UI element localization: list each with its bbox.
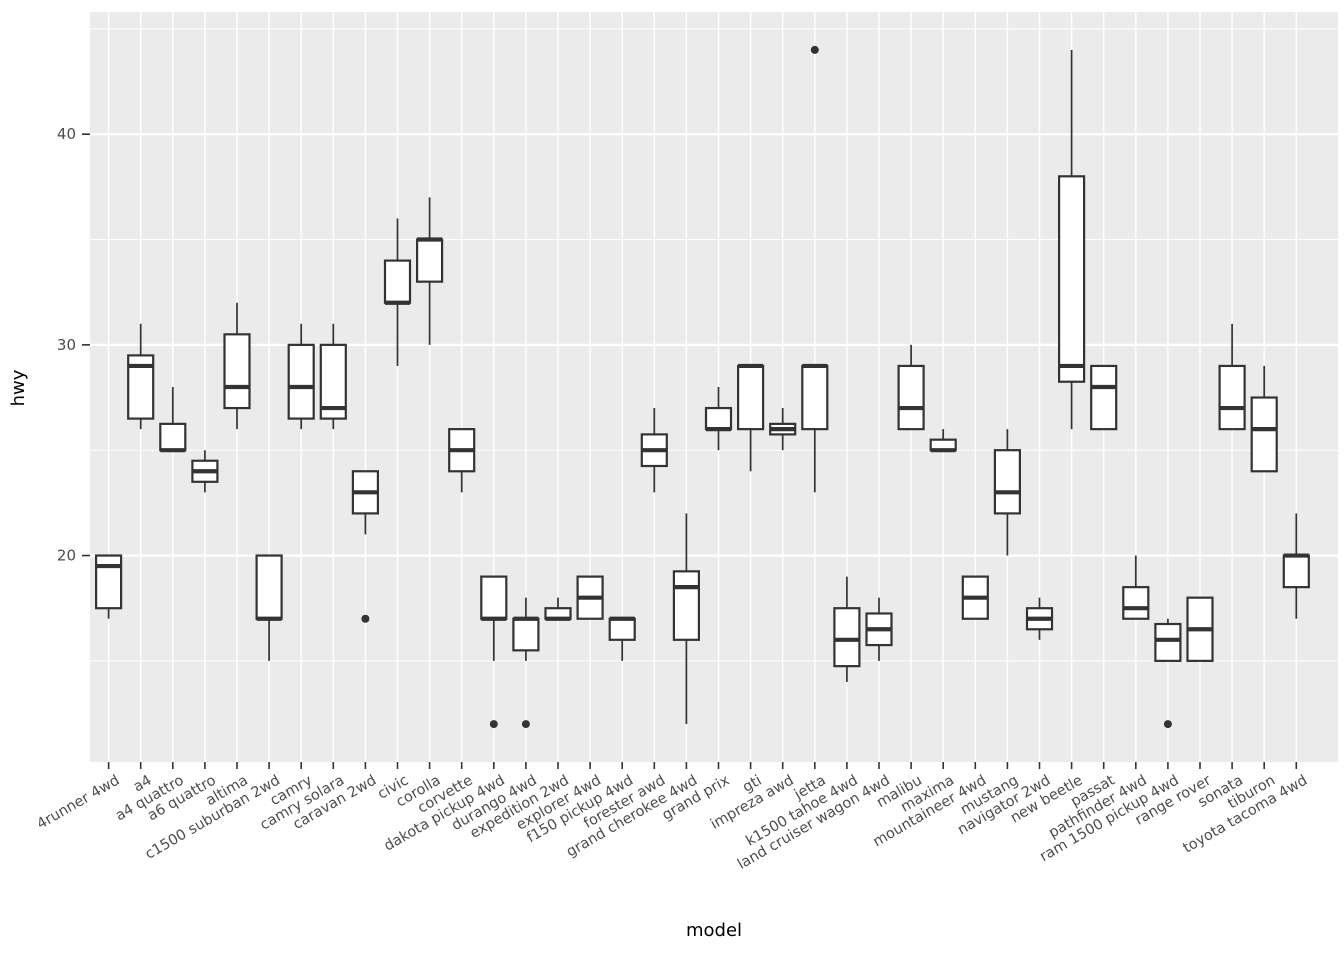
iqr-box <box>993 449 1022 515</box>
box-civic <box>383 218 412 366</box>
box-maxima <box>929 429 957 453</box>
iqr-box <box>801 364 829 431</box>
outlier-point <box>1163 720 1172 729</box>
y-tick-label: 40 <box>57 125 76 143</box>
box-a6-quattro <box>191 450 219 493</box>
box-k1500-tahoe-4wd <box>833 576 861 682</box>
box-gti <box>736 363 765 472</box>
iqr-box <box>416 238 444 283</box>
box-camry-solara <box>319 323 347 430</box>
x-tick-label: 4runner 4wd <box>34 773 122 833</box>
box-land-cruiser-wagon-4wd <box>865 597 893 661</box>
box-toyota-tacoma-4wd <box>1282 513 1310 619</box>
box-a4-quattro <box>159 387 187 453</box>
outlier-point <box>489 720 498 729</box>
box-durango-4wd <box>512 597 540 729</box>
iqr-box <box>159 422 187 452</box>
y-tick-label: 20 <box>57 547 76 565</box>
x-tick-label: a4 <box>131 773 155 796</box>
iqr-box <box>480 575 508 620</box>
iqr-box <box>255 554 283 620</box>
outlier-point <box>521 720 530 729</box>
iqr-box <box>736 364 765 431</box>
box-c1500-suburban-2wd <box>255 554 283 661</box>
box-ram-1500-pickup-4wd <box>1154 618 1182 729</box>
iqr-box <box>672 570 701 641</box>
iqr-box <box>512 617 540 652</box>
iqr-box <box>833 607 861 668</box>
iqr-box <box>608 617 636 641</box>
box-camry <box>287 323 315 430</box>
box-dakota-pickup-4wd <box>480 575 508 729</box>
box-mountaineer-4wd <box>961 575 989 620</box>
outlier-point <box>361 614 370 623</box>
iqr-box <box>1122 586 1150 620</box>
box-pathfinder-4wd <box>1122 555 1150 620</box>
iqr-box <box>287 343 315 420</box>
iqr-box <box>1154 622 1182 662</box>
box-expedition-2wd <box>544 597 572 621</box>
box-mustang <box>993 429 1022 556</box>
box-altima <box>223 302 251 430</box>
box-tiburon <box>1250 365 1278 473</box>
y-tick-label: 30 <box>57 336 76 354</box>
box-grand-prix <box>704 387 733 451</box>
box-corvette <box>448 428 476 493</box>
box-a4 <box>127 323 155 430</box>
box-caravan-2wd <box>351 470 379 623</box>
box-jetta <box>801 45 829 493</box>
box-forester-awd <box>640 408 668 493</box>
iqr-box <box>1218 364 1246 431</box>
iqr-box <box>223 333 251 410</box>
box-corolla <box>416 197 444 345</box>
iqr-box <box>1090 364 1118 431</box>
iqr-box <box>94 554 123 610</box>
iqr-box <box>383 259 412 304</box>
box-impreza-awd <box>769 408 797 451</box>
y-axis-title: hwy <box>8 369 29 406</box>
iqr-box <box>897 364 925 431</box>
box-f150-pickup-4wd <box>608 616 636 661</box>
box-navigator-2wd <box>1025 597 1054 640</box>
box-grand-cherokee-4wd <box>672 513 701 725</box>
plot-panel <box>90 12 1338 762</box>
iqr-box <box>1282 554 1310 589</box>
box-passat <box>1090 364 1118 431</box>
x-axis-title: model <box>686 920 742 941</box>
box-explorer-4wd <box>576 575 604 620</box>
box-malibu <box>897 344 925 431</box>
outlier-point <box>810 45 819 54</box>
box-range-rover <box>1186 596 1214 662</box>
box-sonata <box>1218 323 1246 431</box>
iqr-box <box>1057 175 1086 383</box>
iqr-box <box>704 406 733 431</box>
box-4runner-4wd <box>94 554 123 619</box>
iqr-box <box>1250 396 1278 473</box>
box-new-beetle <box>1057 49 1086 430</box>
